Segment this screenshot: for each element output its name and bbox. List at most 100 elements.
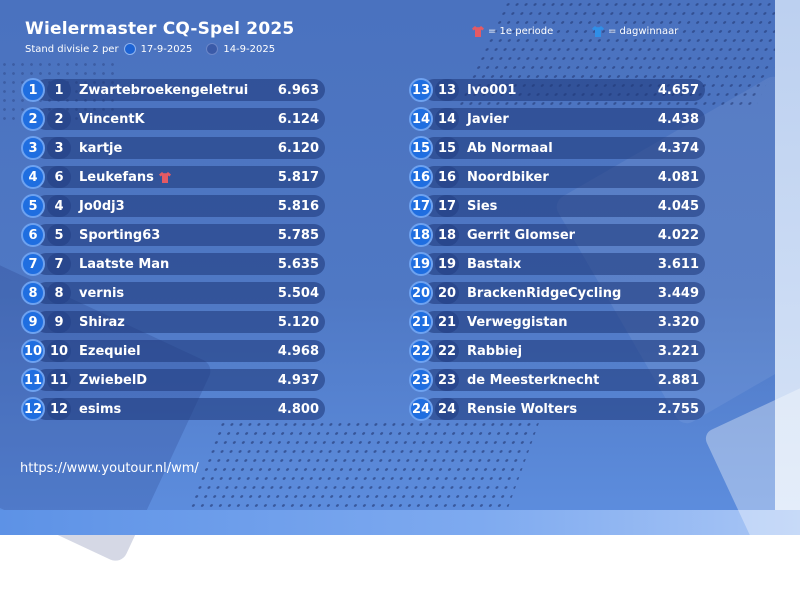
standings-row: 6 5 Sporting63 5.785	[21, 223, 325, 247]
row-bar	[35, 108, 325, 130]
player-name: Ezequiel	[79, 343, 141, 359]
row-bar	[423, 369, 705, 391]
period-shirt-icon	[158, 171, 171, 183]
row-bar	[35, 79, 325, 101]
player-name: Gerrit Glomser	[467, 227, 576, 243]
standings-row: 9 9 Shiraz 5.120	[21, 310, 325, 334]
current-rank: 15	[409, 136, 433, 160]
previous-rank: 19	[435, 253, 459, 275]
standings-subtitle: Stand divisie 2 per 17-9-2025 14-9-2025	[25, 43, 275, 55]
player-name: Laatste Man	[79, 256, 170, 272]
current-rank: 17	[409, 194, 433, 218]
current-rank: 14	[409, 107, 433, 131]
standings-row: 20 20 BrackenRidgeCycling 3.449	[409, 281, 705, 305]
current-rank: 10	[21, 339, 45, 363]
row-bar	[423, 340, 705, 362]
right-edge-band	[775, 0, 800, 535]
standings-row: 7 7 Laatste Man 5.635	[21, 252, 325, 276]
current-rank: 24	[409, 397, 433, 421]
legend-day-label: = dagwinnaar	[608, 26, 679, 37]
player-name-cell: ZwiebelD	[79, 373, 147, 388]
page-title: Wielermaster CQ-Spel 2025	[25, 19, 295, 39]
player-name-cell: Jo0dj3	[79, 199, 125, 214]
player-name: Rensie Wolters	[467, 401, 578, 417]
player-name-cell: Javier	[467, 112, 509, 127]
previous-rank: 14	[435, 108, 459, 130]
player-score: 4.022	[657, 227, 699, 243]
previous-rank: 15	[435, 137, 459, 159]
standings-row: 15 15 Ab Normaal 4.374	[409, 136, 705, 160]
player-score: 5.504	[277, 285, 319, 301]
player-score: 4.374	[657, 140, 699, 156]
player-name-cell: Bastaix	[467, 257, 521, 272]
standings-row: 22 22 Rabbiej 3.221	[409, 339, 705, 363]
player-score: 2.755	[657, 401, 699, 417]
player-name-cell: BrackenRidgeCycling	[467, 286, 621, 301]
player-name: vernis	[79, 285, 125, 301]
player-name-cell: Rensie Wolters	[467, 402, 577, 417]
previous-rank: 9	[47, 311, 71, 333]
row-bar	[423, 79, 705, 101]
player-score: 3.449	[657, 285, 699, 301]
current-rank: 23	[409, 368, 433, 392]
current-rank: 3	[21, 136, 45, 160]
player-score: 5.635	[277, 256, 319, 272]
row-bar	[423, 137, 705, 159]
standings-row: 2 2 VincentK 6.124	[21, 107, 325, 131]
previous-rank: 21	[435, 311, 459, 333]
current-rank: 11	[21, 368, 45, 392]
player-name-cell: Leukefans	[79, 170, 171, 185]
player-name: Verweggistan	[467, 314, 568, 330]
previous-rank: 18	[435, 224, 459, 246]
standings-row: 8 8 vernis 5.504	[21, 281, 325, 305]
previous-date-dot-icon	[206, 43, 219, 55]
current-rank: 12	[21, 397, 45, 421]
standings-row: 23 23 de Meesterknecht 2.881	[409, 368, 705, 392]
player-score: 4.438	[657, 111, 699, 127]
standings-row: 5 4 Jo0dj3 5.816	[21, 194, 325, 218]
player-name: Ab Normaal	[467, 140, 553, 156]
player-name: de Meesterknecht	[467, 372, 600, 388]
player-name: Shiraz	[79, 314, 125, 330]
previous-rank: 5	[47, 224, 71, 246]
player-score: 5.816	[277, 198, 319, 214]
current-rank: 16	[409, 165, 433, 189]
player-name: VincentK	[79, 111, 145, 127]
previous-rank: 11	[47, 369, 71, 391]
current-date: 17-9-2025	[140, 43, 193, 55]
legend-period-label: = 1e periode	[488, 26, 554, 37]
player-name: Jo0dj3	[79, 198, 125, 214]
player-name: Bastaix	[467, 256, 522, 272]
standings-row: 11 11 ZwiebelD 4.937	[21, 368, 325, 392]
player-name: Zwartebroekengeletrui	[79, 82, 249, 98]
standings-row: 17 17 Sies 4.045	[409, 194, 705, 218]
current-rank: 4	[21, 165, 45, 189]
row-bar	[35, 369, 325, 391]
player-name-cell: Zwartebroekengeletrui	[79, 83, 248, 98]
standings-row: 12 12 esims 4.800	[21, 397, 325, 421]
previous-rank: 16	[435, 166, 459, 188]
standings-row: 21 21 Verweggistan 3.320	[409, 310, 705, 334]
player-score: 4.657	[657, 82, 699, 98]
row-bar	[35, 195, 325, 217]
player-name-cell: de Meesterknecht	[467, 373, 599, 388]
player-name: BrackenRidgeCycling	[467, 285, 622, 301]
row-bar	[35, 253, 325, 275]
previous-rank: 17	[435, 195, 459, 217]
player-name: Ivo001	[467, 82, 517, 98]
previous-rank: 23	[435, 369, 459, 391]
player-name-cell: esims	[79, 402, 121, 417]
player-name-cell: Ivo001	[467, 83, 516, 98]
player-score: 4.937	[277, 372, 319, 388]
row-bar	[35, 137, 325, 159]
current-rank: 7	[21, 252, 45, 276]
standings-row: 13 13 Ivo001 4.657	[409, 78, 705, 102]
player-score: 4.081	[657, 169, 699, 185]
previous-rank: 22	[435, 340, 459, 362]
player-score: 3.320	[657, 314, 699, 330]
current-rank: 13	[409, 78, 433, 102]
current-rank: 1	[21, 78, 45, 102]
row-bar	[35, 166, 325, 188]
standings-row: 14 14 Javier 4.438	[409, 107, 705, 131]
previous-rank: 8	[47, 282, 71, 304]
